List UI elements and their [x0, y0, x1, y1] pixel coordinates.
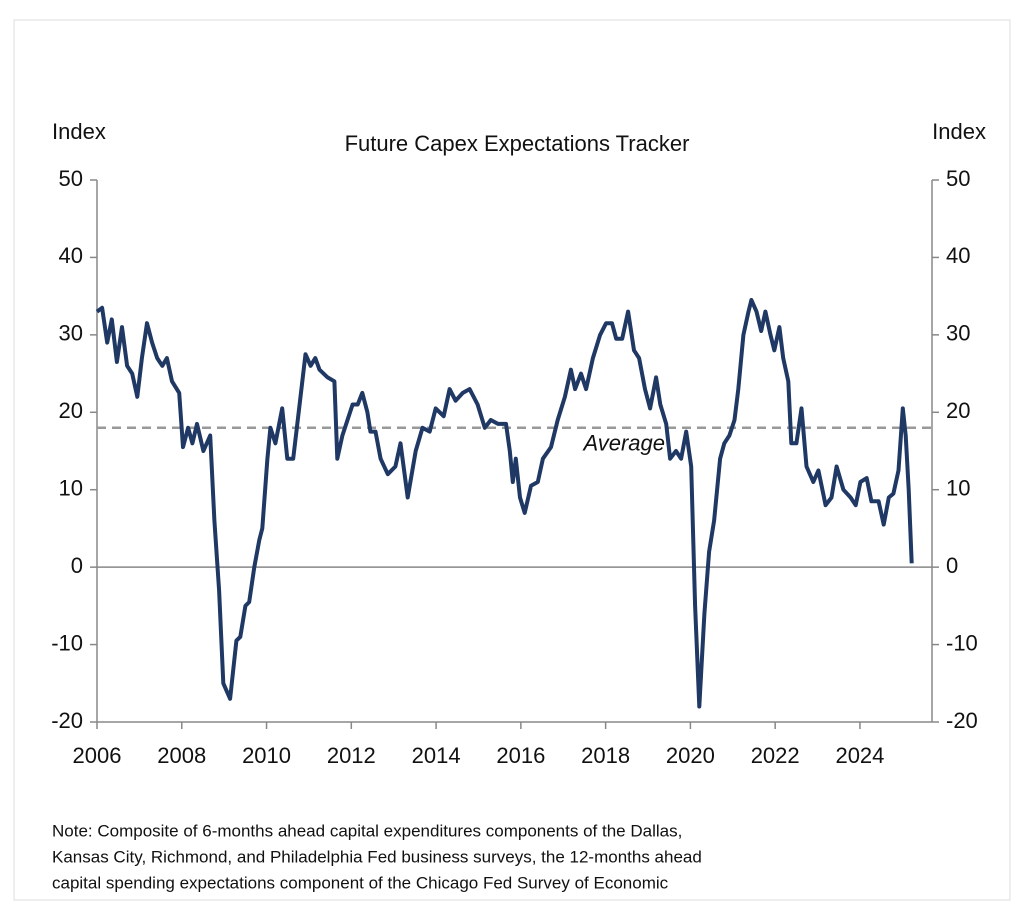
note: Kansas City, Richmond, and Philadelphia … — [52, 847, 702, 866]
x-tick-label: 2020 — [666, 743, 715, 768]
y2-tick-label: 20 — [946, 398, 970, 423]
x-tick-label: 2014 — [412, 743, 461, 768]
y2-tick-label: 10 — [946, 476, 970, 501]
y-tick-label: 0 — [71, 553, 83, 578]
y-tick-label: 50 — [59, 166, 83, 191]
x-tick-label: 2024 — [835, 743, 884, 768]
y-tick-label: -10 — [51, 630, 83, 655]
y-tick-label: 30 — [59, 321, 83, 346]
y2-tick-label: -20 — [946, 708, 978, 733]
y2-tick-label: 50 — [946, 166, 970, 191]
y2-tick-label: 30 — [946, 321, 970, 346]
x-tick-label: 2006 — [73, 743, 122, 768]
y-tick-label: 20 — [59, 398, 83, 423]
y2-axis-label: Index — [932, 119, 986, 144]
y2-tick-label: 40 — [946, 243, 970, 268]
y-tick-label: 10 — [59, 476, 83, 501]
y-tick-label: 40 — [59, 243, 83, 268]
average-label: Average — [581, 431, 665, 456]
x-tick-label: 2012 — [327, 743, 376, 768]
chart-title: Future Capex Expectations Tracker — [345, 131, 690, 156]
y2-tick-label: -10 — [946, 630, 978, 655]
note: Note: Composite of 6-months ahead capita… — [52, 821, 682, 840]
y-tick-label: -20 — [51, 708, 83, 733]
data-line — [95, 298, 914, 709]
note: capital spending expectations component … — [52, 873, 669, 892]
x-tick-label: 2016 — [496, 743, 545, 768]
x-tick-label: 2008 — [157, 743, 206, 768]
x-tick-label: 2018 — [581, 743, 630, 768]
x-tick-label: 2010 — [242, 743, 291, 768]
y-axis-label: Index — [52, 119, 106, 144]
x-tick-label: 2022 — [751, 743, 800, 768]
y2-tick-label: 0 — [946, 553, 958, 578]
